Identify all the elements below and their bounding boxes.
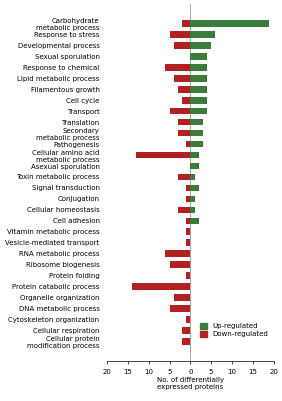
Bar [190, 184, 199, 191]
Bar [178, 174, 190, 180]
Bar [186, 196, 190, 202]
Bar [190, 108, 207, 115]
Bar [186, 229, 190, 235]
Bar [166, 250, 190, 257]
Bar [169, 108, 190, 115]
Y-axis label: GO SLIM category: GO SLIM category [0, 145, 1, 220]
Bar [190, 152, 199, 158]
Bar [169, 31, 190, 38]
Bar [186, 217, 190, 224]
Bar [186, 272, 190, 279]
X-axis label: No. of differentially
expressed proteins: No. of differentially expressed proteins [157, 377, 224, 390]
Bar [169, 261, 190, 268]
Bar [178, 130, 190, 136]
Bar [190, 42, 211, 49]
Bar [190, 97, 207, 103]
Bar [186, 141, 190, 148]
Bar [190, 174, 195, 180]
Bar [182, 338, 190, 345]
Bar [186, 184, 190, 191]
Bar [174, 75, 190, 82]
Bar [186, 239, 190, 246]
Bar [178, 207, 190, 213]
Bar [186, 316, 190, 323]
Bar [190, 119, 203, 126]
Bar [178, 86, 190, 93]
Bar [190, 64, 207, 71]
Bar [190, 86, 207, 93]
Bar [182, 97, 190, 103]
Bar [190, 53, 207, 60]
Bar [190, 207, 195, 213]
Bar [190, 141, 203, 148]
Bar [166, 64, 190, 71]
Bar [190, 75, 207, 82]
Bar [136, 152, 190, 158]
Bar [190, 20, 269, 27]
Bar [190, 196, 195, 202]
Bar [174, 294, 190, 301]
Bar [174, 42, 190, 49]
Bar [182, 20, 190, 27]
Bar [132, 283, 190, 290]
Bar [190, 130, 203, 136]
Bar [178, 119, 190, 126]
Bar [190, 31, 215, 38]
Bar [190, 217, 199, 224]
Bar [190, 163, 199, 169]
Bar [182, 327, 190, 334]
Bar [169, 305, 190, 312]
Legend: Up-regulated, Down-regulated: Up-regulated, Down-regulated [198, 321, 270, 340]
